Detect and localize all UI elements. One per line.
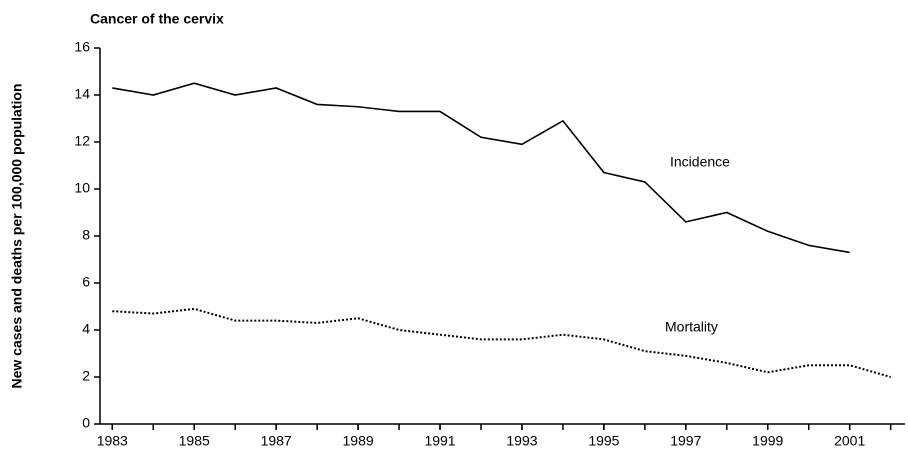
- series-line: [112, 82, 850, 254]
- x-tick-label: 1993: [506, 433, 537, 449]
- x-tick-label: 1995: [588, 433, 619, 449]
- chart-title: Cancer of the cervix: [90, 11, 224, 27]
- x-tick-label: 1989: [343, 433, 374, 449]
- y-tick-label: 6: [82, 274, 90, 290]
- x-tick-label: 1983: [97, 433, 128, 449]
- x-tick-label: 2001: [834, 433, 865, 449]
- x-tick-label: 1987: [261, 433, 292, 449]
- series-line: [112, 307, 891, 378]
- y-axis-label: New cases and deaths per 100,000 populat…: [9, 84, 25, 389]
- y-tick-label: 4: [82, 321, 90, 337]
- y-tick-label: 16: [74, 39, 90, 55]
- series-label: Mortality: [665, 319, 718, 335]
- y-tick-label: 10: [74, 180, 90, 196]
- x-tick-label: 1997: [670, 433, 701, 449]
- series-label: Incidence: [670, 154, 730, 170]
- y-tick-label: 12: [74, 133, 90, 149]
- y-tick-label: 0: [82, 415, 90, 431]
- x-tick-label: 1991: [424, 433, 455, 449]
- y-tick-label: 2: [82, 368, 90, 384]
- y-tick-label: 8: [82, 227, 90, 243]
- y-tick-label: 14: [74, 86, 90, 102]
- x-tick-label: 1985: [179, 433, 210, 449]
- x-tick-label: 1999: [752, 433, 783, 449]
